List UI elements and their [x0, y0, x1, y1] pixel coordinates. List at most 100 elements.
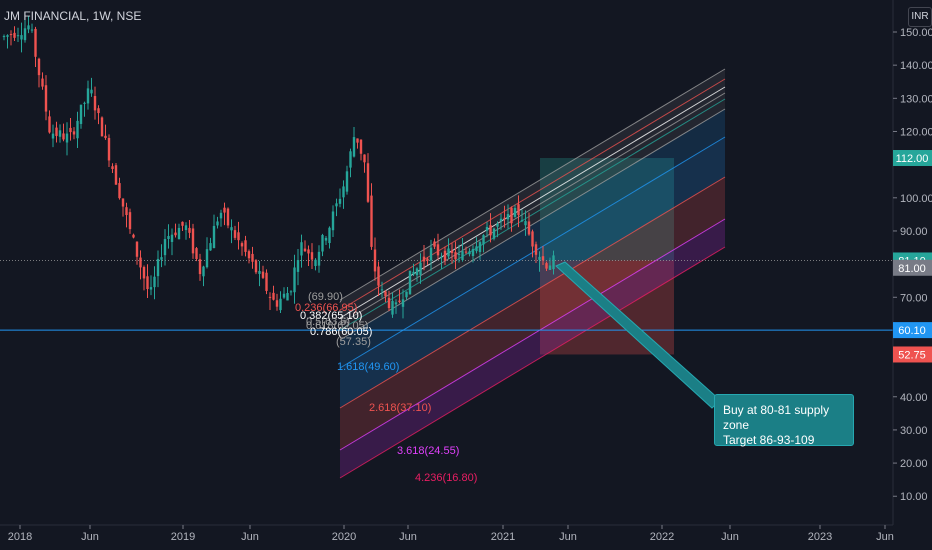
candle-body [34, 28, 37, 57]
candle-body [300, 242, 303, 256]
time-tick-label: 2019 [171, 531, 195, 543]
candle-body [23, 28, 27, 41]
annotation-callout[interactable]: Buy at 80-81 supply zone Target 86-93-10… [714, 394, 854, 447]
candle-body [149, 287, 153, 290]
time-tick-label: 2023 [808, 531, 832, 543]
price-tick-label: 40.00 [900, 392, 928, 404]
time-tick-label: Jun [559, 531, 577, 543]
candle-body [20, 35, 23, 40]
price-badge-label: 52.75 [898, 349, 926, 361]
candle-body [79, 104, 83, 124]
fib-band [340, 177, 725, 450]
candle-body [114, 165, 118, 185]
fib-level-label: 4.236(16.80) [415, 472, 477, 484]
time-tick-label: 2018 [8, 531, 32, 543]
candle-body [86, 88, 90, 104]
candle-body [202, 266, 205, 277]
candle-body [510, 207, 513, 224]
candles [2, 15, 555, 319]
candle-body [317, 251, 321, 266]
candle-body [100, 117, 104, 137]
candle-body [328, 227, 331, 244]
time-tick-label: 2022 [650, 531, 674, 543]
fib-line [339, 98, 726, 331]
candle-body [373, 249, 377, 272]
candle-body [286, 293, 289, 301]
candle-body [457, 253, 461, 255]
candle-body [464, 251, 468, 253]
candle-body [275, 300, 279, 307]
candle-body [170, 234, 174, 242]
candle-body [366, 163, 370, 202]
candle-body [352, 137, 356, 157]
candle-body [65, 133, 69, 143]
candle-body [247, 251, 251, 259]
price-badge-label: 60.10 [898, 325, 926, 337]
candle-body [76, 120, 79, 139]
candle-body [62, 133, 65, 140]
price-badge [893, 150, 932, 167]
candle-body [496, 223, 499, 227]
candle-body [48, 116, 51, 133]
candle-body [370, 195, 373, 247]
time-tick-label: 2020 [332, 531, 356, 543]
candle-body [520, 220, 524, 222]
candle-body [58, 130, 62, 137]
candle-body [345, 171, 349, 192]
fib-level-label: 0.382(65.10) [300, 310, 362, 322]
candle-body [342, 186, 345, 198]
candle-body [447, 248, 450, 257]
candle-body [44, 85, 48, 112]
annotation-line-2: Target 86-93-109 [723, 433, 815, 447]
currency-selector[interactable]: INR [908, 7, 932, 27]
candle-body [524, 221, 527, 226]
candle-body [209, 243, 212, 251]
candle-body [37, 58, 41, 76]
candle-body [184, 225, 188, 230]
candle-body [450, 250, 454, 254]
candle-body [513, 207, 517, 217]
candle-body [415, 268, 419, 276]
candle-body [478, 242, 482, 253]
candle-body [41, 78, 44, 87]
candle-body [296, 260, 300, 272]
candle-body [146, 276, 149, 290]
candle-body [142, 267, 146, 279]
candle-body [97, 108, 100, 114]
time-tick-label: 2021 [491, 531, 515, 543]
candle-body [30, 29, 34, 31]
candle-body [475, 246, 478, 252]
candle-body [258, 270, 261, 274]
target-zone [540, 158, 674, 261]
fib-level-label: 0.786(60.05) [310, 326, 372, 338]
fib-line [339, 176, 726, 409]
candle-body [331, 211, 335, 231]
candle-body [13, 32, 16, 38]
fib-line [339, 78, 726, 311]
candle-body [503, 217, 506, 219]
candle-body [412, 271, 415, 275]
candle-body [139, 257, 142, 268]
price-badge [893, 346, 932, 363]
candle-body [307, 249, 310, 254]
candle-body [314, 259, 317, 267]
candle-body [506, 214, 510, 220]
candle-body [233, 230, 237, 238]
candle-body [485, 226, 489, 231]
candle-body [482, 235, 485, 245]
candle-body [429, 247, 433, 261]
candle-body [387, 297, 391, 309]
price-tick-label: 90.00 [900, 226, 928, 238]
candle-body [244, 240, 247, 252]
fib-level-label: 2.618(37.10) [369, 402, 431, 414]
candle-body [363, 154, 366, 163]
annotation-line-1: Buy at 80-81 supply zone [723, 403, 830, 432]
candle-body [408, 270, 412, 295]
candle-body [69, 127, 72, 133]
candle-body [72, 131, 76, 135]
candle-body [163, 239, 167, 256]
price-badge-label: 112.00 [896, 153, 929, 165]
candle-body [394, 302, 398, 305]
candle-body [181, 221, 184, 226]
